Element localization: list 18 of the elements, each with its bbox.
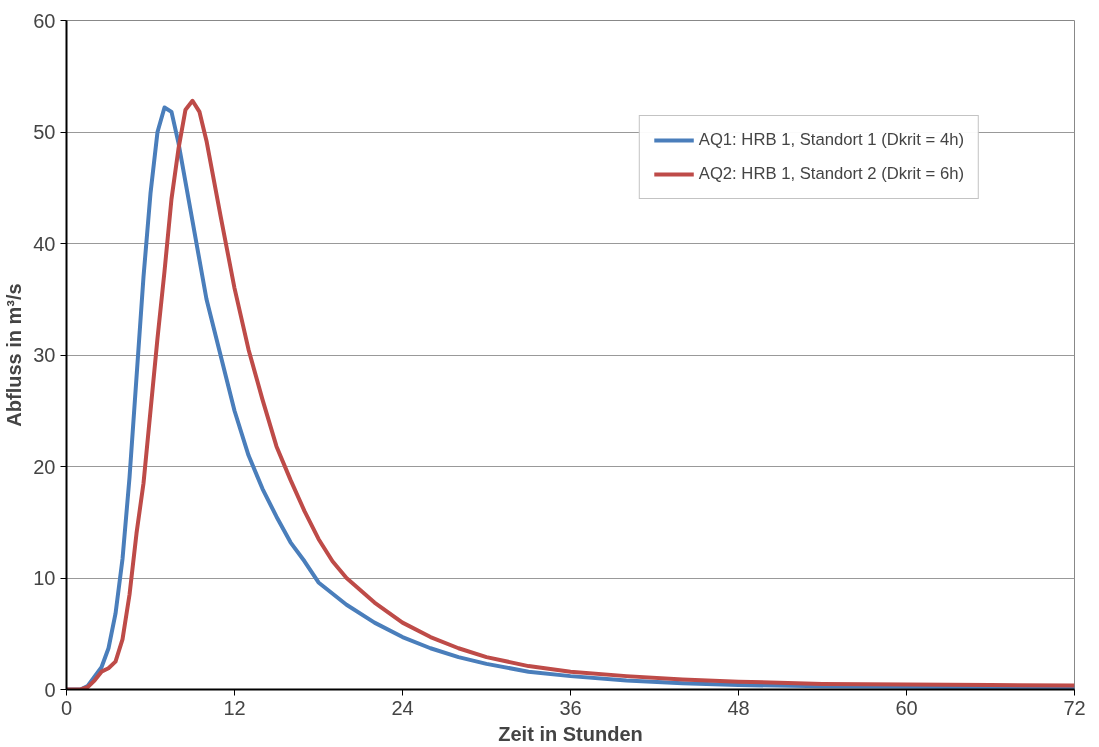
y-axis-title: Abfluss in m³/s [3, 283, 26, 427]
x-tick-label: 60 [895, 696, 918, 719]
y-tick-label: 50 [33, 121, 56, 143]
legend-label: AQ2: HRB 1, Standort 2 (Dkrit = 6h) [698, 164, 964, 184]
legend-label: AQ1: HRB 1, Standort 1 (Dkrit = 4h) [698, 130, 964, 150]
x-tick-label: 48 [727, 696, 750, 719]
x-tick-label: 72 [1063, 696, 1086, 719]
y-tick-label: 40 [33, 232, 56, 255]
y-tick-label: 30 [33, 344, 56, 366]
x-tick-label: 36 [559, 696, 582, 719]
x-tick-label: 12 [223, 696, 246, 719]
x-axis-title: Zeit in Stunden [498, 722, 643, 745]
y-tick-label: 20 [33, 455, 56, 478]
y-tick-label: 0 [44, 678, 56, 701]
y-tick-label: 10 [33, 567, 56, 589]
y-tick-label: 60 [33, 9, 56, 32]
x-tick-label: 0 [60, 696, 73, 719]
x-tick-label: 24 [391, 696, 414, 719]
